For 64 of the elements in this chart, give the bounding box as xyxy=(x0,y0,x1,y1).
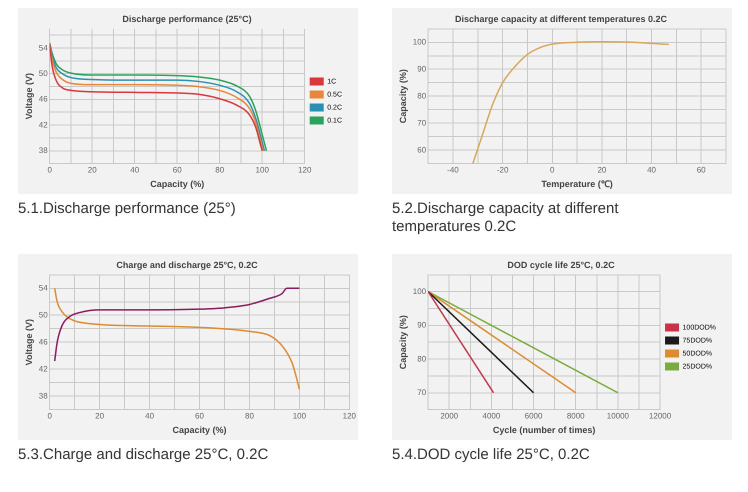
line-series xyxy=(54,288,300,390)
x-axis-title: Temperature (℃) xyxy=(541,179,613,190)
x-tick-label: 60 xyxy=(172,166,182,175)
y-tick-label: 70 xyxy=(417,118,427,128)
y-tick-label: 46 xyxy=(38,337,48,346)
x-tick-label: 0 xyxy=(550,166,556,175)
x-tick-label: 20 xyxy=(95,412,105,421)
y-tick-label: 46 xyxy=(38,94,48,104)
x-tick-label: 40 xyxy=(130,166,140,175)
y-tick-label: 38 xyxy=(38,391,48,400)
y-tick-label: 54 xyxy=(38,43,48,52)
line-series xyxy=(472,40,670,164)
text: 5.1.Discharge performance (25°) xyxy=(18,200,237,218)
y-tick-label: 50 xyxy=(38,68,48,78)
y-tick-label: 70 xyxy=(417,388,427,397)
x-axis-title: Capacity (%) xyxy=(150,179,204,190)
x-tick-label: 120 xyxy=(342,412,357,421)
x-tick-label: -20 xyxy=(496,166,509,175)
x-tick-label: 2000 xyxy=(440,412,459,421)
y-tick-label: 80 xyxy=(417,91,427,100)
y-tick-label: 50 xyxy=(38,310,48,320)
line-series xyxy=(54,288,300,362)
x-tick-label: 4000 xyxy=(482,412,501,421)
text: 5.2.Discharge capacity at different temperatures 0.2C xyxy=(392,200,620,236)
text: 5.3.Charge and discharge 25°C, 0.2C xyxy=(18,446,270,464)
x-tick-label: 80 xyxy=(244,412,254,421)
x-tick-label: 0 xyxy=(47,166,52,175)
y-axis-title: Capacity (%) xyxy=(398,315,408,370)
x-tick-label: 20 xyxy=(597,166,607,175)
y-axis-title: Voltage (V) xyxy=(24,319,34,366)
chart-title: Discharge performance (25°C) xyxy=(122,14,252,24)
y-tick-label: 80 xyxy=(417,354,427,364)
chart-title: Discharge capacity at different temperatures 0.2C xyxy=(454,14,668,24)
x-tick-label: 100 xyxy=(292,412,307,421)
y-axis-title: Capacity (%) xyxy=(398,69,408,124)
y-tick-label: 42 xyxy=(38,120,48,130)
x-tick-label: 40 xyxy=(145,412,155,421)
x-tick-label: 40 xyxy=(647,166,657,175)
y-axis-title: Voltage (V) xyxy=(24,73,34,120)
chart-title: DOD cycle life 25°C, 0.2C xyxy=(507,260,616,270)
y-tick-label: 38 xyxy=(38,146,48,155)
y-tick-label: 90 xyxy=(417,320,427,330)
x-tick-label: 6000 xyxy=(524,412,544,421)
y-tick-label: 90 xyxy=(417,64,427,74)
x-axis-title: Capacity (%) xyxy=(172,425,227,436)
x-tick-label: 100 xyxy=(256,166,270,175)
x-tick-label: 10000 xyxy=(606,412,630,421)
x-tick-label: 12000 xyxy=(648,412,672,421)
y-tick-label: 54 xyxy=(38,283,48,292)
x-tick-label: -40 xyxy=(447,166,460,175)
x-tick-label: 8000 xyxy=(566,412,586,421)
x-tick-label: 80 xyxy=(215,166,225,175)
x-axis-title: Cycle (number of times) xyxy=(492,425,596,436)
x-tick-label: 60 xyxy=(195,412,205,421)
y-tick-label: 42 xyxy=(38,364,48,374)
x-tick-label: 0 xyxy=(47,412,52,421)
x-tick-label: 20 xyxy=(88,166,98,175)
y-tick-label: 100 xyxy=(412,286,427,296)
y-tick-label: 100 xyxy=(412,37,427,46)
x-tick-label: 120 xyxy=(298,166,312,175)
chart-title: Charge and discharge 25°C, 0.2C xyxy=(116,260,258,270)
y-tick-label: 60 xyxy=(417,145,427,154)
x-tick-label: 60 xyxy=(696,166,706,175)
text: 5.4.DOD cycle life 25°C, 0.2C xyxy=(392,446,591,464)
